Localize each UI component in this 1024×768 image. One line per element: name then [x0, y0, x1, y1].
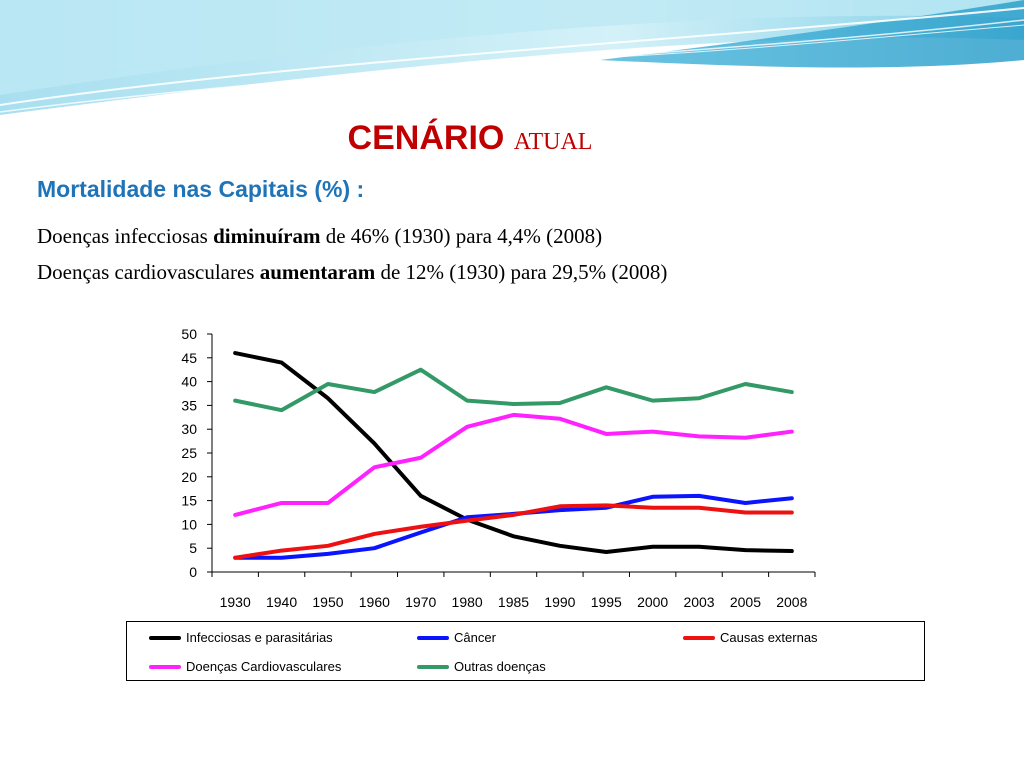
legend-item-outras: Outras doenças	[417, 659, 546, 674]
y-tick-label: 35	[181, 397, 197, 413]
x-tick-label: 1990	[544, 594, 575, 610]
x-tick-label: 1960	[359, 594, 390, 610]
slide-title: CENÁRIO atual	[0, 116, 940, 161]
legend-item-cancer: Câncer	[417, 630, 496, 645]
slide-title-part2: atual	[513, 120, 593, 157]
y-tick-label: 0	[189, 564, 197, 580]
line1-prefix: Doenças infecciosas	[37, 224, 214, 248]
text-line-cardiovasculares: Doenças cardiovasculares aumentaram de 1…	[37, 260, 667, 285]
x-tick-label: 1940	[266, 594, 297, 610]
x-tick-label: 1950	[312, 594, 343, 610]
legend-label-cancer: Câncer	[454, 630, 496, 645]
x-tick-label: 1930	[220, 594, 251, 610]
line2-prefix: Doenças cardiovasculares	[37, 260, 260, 284]
slide-title-part1: CENÁRIO	[347, 119, 505, 157]
y-tick-label: 30	[181, 421, 197, 437]
line2-bold: aumentaram	[259, 260, 376, 284]
legend-item-infecciosas: Infecciosas e parasitárias	[149, 630, 333, 645]
y-tick-label: 20	[181, 469, 197, 485]
series-line-0	[233, 351, 794, 555]
legend-label-causas-externas: Causas externas	[720, 630, 818, 645]
legend-swatch-outras	[417, 664, 449, 669]
y-tick-label: 15	[181, 493, 197, 509]
series-line-4	[233, 367, 794, 413]
series-line-2	[233, 503, 794, 560]
x-tick-label: 1970	[405, 594, 436, 610]
y-tick-label: 50	[181, 326, 197, 342]
x-tick-label: 2008	[776, 594, 807, 610]
legend-swatch-cancer	[417, 635, 449, 640]
y-tick-label: 45	[181, 350, 197, 366]
chart-legend: Infecciosas e parasitárias Câncer Causas…	[126, 621, 925, 681]
x-tick-label: 1995	[591, 594, 622, 610]
x-tick-label: 2005	[730, 594, 761, 610]
legend-item-causas-externas: Causas externas	[683, 630, 818, 645]
x-tick-label: 2003	[683, 594, 714, 610]
legend-label-cardiovasculares: Doenças Cardiovasculares	[186, 659, 342, 674]
legend-swatch-infecciosas	[149, 635, 181, 640]
x-tick-label: 1980	[452, 594, 483, 610]
decorative-wave-banner	[0, 0, 1024, 115]
line1-bold: diminuíram	[213, 224, 321, 248]
series-line-3	[233, 412, 794, 517]
y-tick-label: 25	[181, 445, 197, 461]
y-tick-label: 5	[189, 540, 197, 556]
legend-swatch-causas-externas	[683, 635, 715, 640]
line1-suffix: de 46% (1930) para 4,4% (2008)	[320, 224, 603, 248]
x-tick-label: 2000	[637, 594, 668, 610]
legend-item-cardiovasculares: Doenças Cardiovasculares	[149, 659, 341, 674]
y-tick-label: 10	[181, 516, 197, 532]
line2-suffix: de 12% (1930) para 29,5% (2008)	[375, 260, 668, 284]
x-tick-label: 1985	[498, 594, 529, 610]
y-tick-label: 40	[181, 374, 197, 390]
slide-subtitle: Mortalidade nas Capitais (%) :	[37, 176, 365, 202]
legend-swatch-cardiovasculares	[149, 664, 181, 669]
legend-label-outras: Outras doenças	[454, 659, 546, 674]
legend-label-infecciosas: Infecciosas e parasitárias	[186, 630, 333, 645]
text-line-infecciosas: Doenças infecciosas diminuíram de 46% (1…	[37, 224, 602, 249]
